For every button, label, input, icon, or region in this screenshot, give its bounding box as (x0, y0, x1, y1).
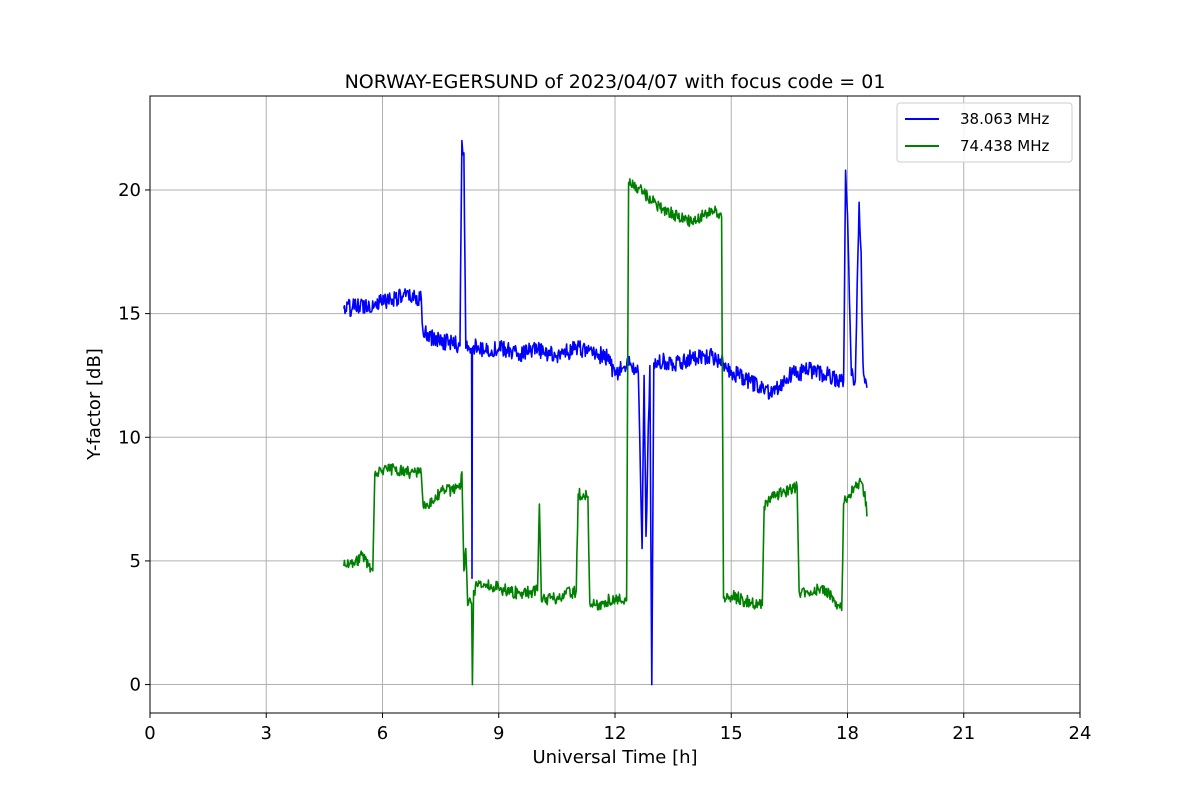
chart-title: NORWAY-EGERSUND of 2023/04/07 with focus… (345, 71, 886, 93)
y-tick-label: 0 (130, 675, 141, 696)
x-tick-label: 21 (952, 723, 975, 744)
x-tick-label: 6 (377, 723, 388, 744)
x-tick-label: 9 (493, 723, 504, 744)
y-axis-label: Y-factor [dB] (84, 348, 105, 461)
legend-label-38-mhz: 38.063 MHz (960, 110, 1049, 128)
series-group (343, 139, 868, 686)
ticks: 0 3 6 9 12 15 18 21 24 0 5 10 15 20 (118, 180, 1091, 744)
y-tick-label: 10 (118, 427, 141, 448)
y-tick-label: 5 (130, 551, 141, 572)
x-tick-label: 12 (604, 723, 627, 744)
x-tick-label: 18 (836, 723, 859, 744)
x-tick-label: 0 (144, 723, 155, 744)
y-tick-label: 20 (118, 180, 141, 201)
x-tick-label: 3 (261, 723, 272, 744)
y-tick-label: 15 (118, 304, 141, 325)
x-tick-label: 24 (1069, 723, 1092, 744)
legend-box (896, 102, 1073, 163)
x-tick-label: 15 (720, 723, 743, 744)
legend: 38.063 MHz 74.438 MHz (896, 102, 1073, 163)
legend-label-74-mhz: 74.438 MHz (960, 137, 1049, 155)
series-line-1 (343, 178, 868, 686)
series-line-0 (343, 139, 868, 686)
x-axis-label: Universal Time [h] (532, 747, 697, 768)
